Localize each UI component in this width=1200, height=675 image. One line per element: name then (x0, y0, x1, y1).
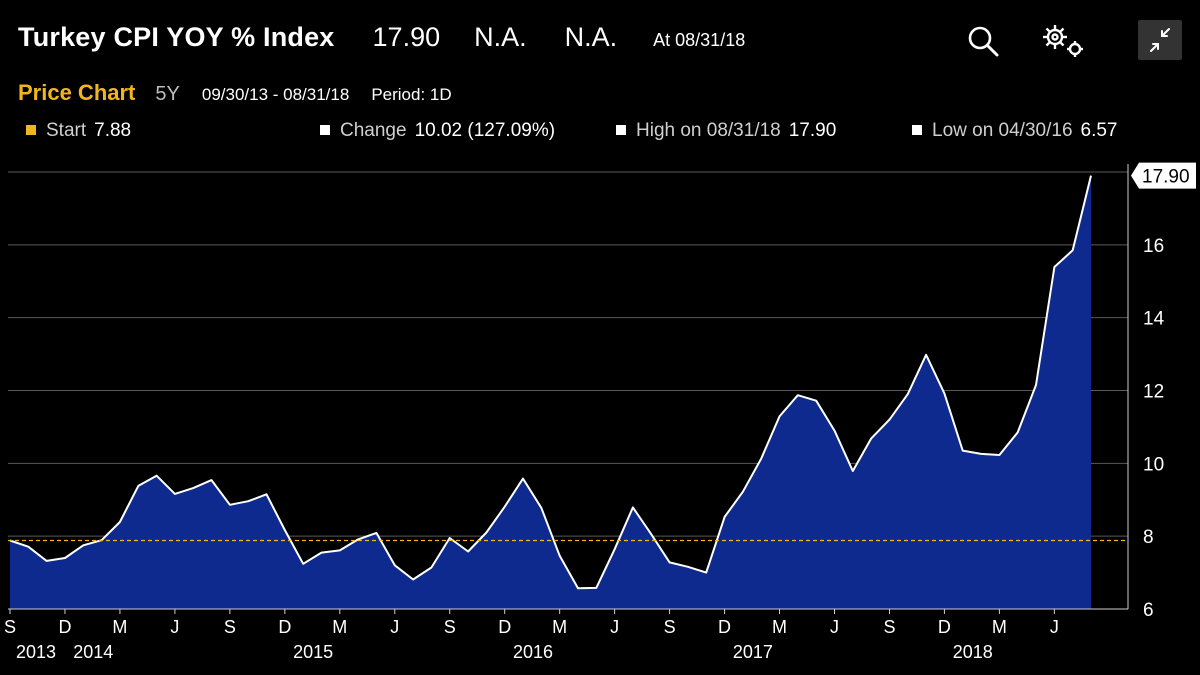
x-month-label: M (552, 617, 567, 637)
date-range: 09/30/13 - 08/31/18 (201, 85, 350, 104)
x-month-label: J (610, 617, 619, 637)
x-month-label: D (498, 617, 511, 637)
stat-high: High on 08/31/18 17.90 (616, 120, 836, 142)
start-marker (26, 125, 36, 135)
y-tick-label: 12 (1143, 382, 1164, 403)
stat-change: Change 10.02 (127.09%) (320, 120, 555, 142)
ticker-title: Turkey CPI YOY % Index (18, 22, 335, 52)
series-line (9, 175, 1092, 590)
area-fill (10, 175, 1091, 609)
high-marker (616, 125, 626, 135)
y-tick-label: 6 (1143, 600, 1154, 621)
x-month-label: S (664, 617, 676, 637)
change-label: Change (340, 120, 407, 141)
low-label: Low on 04/30/16 (932, 120, 1073, 141)
x-month-label: S (224, 617, 236, 637)
x-year-label: 2018 (953, 642, 993, 662)
change-marker (320, 125, 330, 135)
y-tick-label: 16 (1143, 236, 1164, 257)
low-marker (912, 125, 922, 135)
period: Period: 1D (371, 85, 452, 104)
x-month-label: S (883, 617, 895, 637)
x-month-label: S (444, 617, 456, 637)
y-tick-label: 14 (1143, 309, 1165, 330)
high-label: High on 08/31/18 (636, 120, 781, 141)
low-value: 6.57 (1080, 120, 1118, 141)
x-year-label: 2016 (513, 642, 553, 662)
price-chart[interactable]: 6 8 10 12 14 16 17.90 S D M J S D M J S D M J S D M J S D M J 2013 2… (0, 160, 1200, 675)
x-month-label: J (1050, 617, 1059, 637)
start-value: 7.88 (94, 120, 132, 141)
header: Turkey CPI YOY % Index 17.90 N.A. N.A. A… (18, 22, 745, 58)
x-year-label: 2017 (733, 642, 773, 662)
subheader: Price Chart 5Y 09/30/13 - 08/31/18 Perio… (18, 80, 452, 106)
collapse-button[interactable] (1138, 20, 1182, 60)
time-span[interactable]: 5Y (155, 83, 180, 105)
x-month-label: D (938, 617, 951, 637)
x-month-label: J (830, 617, 839, 637)
change-field-1: N.A. (474, 22, 527, 52)
change-value: 10.02 (127.09%) (414, 120, 556, 141)
x-month-label: M (772, 617, 787, 637)
last-price: 17.90 (372, 22, 441, 52)
x-month-label: S (4, 617, 16, 637)
x-month-label: J (390, 617, 399, 637)
collapse-icon (1150, 28, 1170, 52)
y-tick-label: 8 (1143, 527, 1154, 548)
x-year-label: 2013 (16, 642, 56, 662)
last-value-tag (1131, 162, 1196, 189)
x-year-label: 2015 (293, 642, 333, 662)
y-tick-label: 10 (1143, 454, 1164, 475)
x-month-label: M (112, 617, 127, 637)
as-of-date: At 08/31/18 (653, 30, 746, 50)
x-month-label: M (332, 617, 347, 637)
x-month-label: D (58, 617, 71, 637)
gear-icon[interactable] (1038, 22, 1088, 60)
change-field-2: N.A. (564, 22, 618, 52)
stat-low: Low on 04/30/16 6.57 (912, 120, 1118, 142)
price-chart-title[interactable]: Price Chart (18, 80, 136, 105)
x-month-label: J (170, 617, 179, 637)
x-month-label: D (278, 617, 291, 637)
x-year-label: 2014 (73, 642, 113, 662)
x-month-label: M (992, 617, 1007, 637)
high-value: 17.90 (788, 120, 837, 141)
start-label: Start (46, 120, 87, 141)
search-icon[interactable] (966, 24, 1000, 58)
stat-start: Start 7.88 (26, 120, 131, 142)
last-value-label: 17.90 (1142, 167, 1190, 188)
x-month-label: D (718, 617, 731, 637)
